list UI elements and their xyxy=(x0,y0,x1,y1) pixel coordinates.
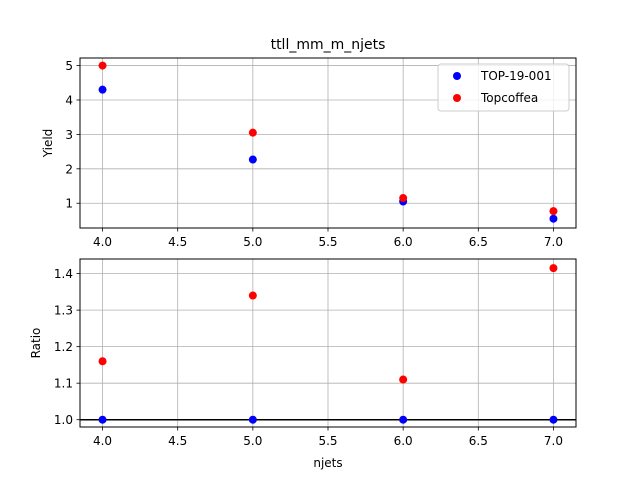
yield-ticks: 4.0 4.5 5.0 5.5 6.0 6.5 7.0 1 2 3 4 5 xyxy=(65,59,563,249)
yield-point-series-1 xyxy=(549,207,558,216)
ratio-x-tick-label: 5.0 xyxy=(243,434,262,448)
yield-y-tick-label: 1 xyxy=(65,197,73,211)
ratio-point-series-0 xyxy=(98,415,107,424)
ratio-y-tick-label: 1.2 xyxy=(54,340,73,354)
yield-point-series-1 xyxy=(98,61,107,70)
legend-marker-top-19-001 xyxy=(453,72,461,80)
ratio-points xyxy=(98,264,558,424)
yield-x-tick-label: 5.5 xyxy=(318,235,337,249)
ratio-point-series-1 xyxy=(549,264,558,273)
yield-y-tick-label: 2 xyxy=(65,162,73,176)
yield-y-tick-label: 5 xyxy=(65,59,73,73)
ratio-panel: 4.0 4.5 5.0 5.5 6.0 6.5 7.0 1.0 1.1 1.2 1.3 1.4 Rat… xyxy=(29,258,577,470)
yield-point-series-0 xyxy=(98,85,107,94)
yield-point-series-0 xyxy=(248,155,257,164)
ratio-y-tick-label: 1.0 xyxy=(54,413,73,427)
chart-title: ttll_mm_m_njets xyxy=(271,37,386,53)
yield-points xyxy=(98,61,558,223)
ratio-x-tick-label: 4.0 xyxy=(93,434,112,448)
yield-point-series-1 xyxy=(399,194,408,203)
legend: TOP-19-001 Topcoffea xyxy=(437,63,570,112)
ratio-y-tick-label: 1.1 xyxy=(54,377,73,391)
yield-y-axis-label: Yield xyxy=(41,129,55,159)
yield-axes-frame xyxy=(79,57,577,229)
ratio-x-tick-label: 4.5 xyxy=(168,434,187,448)
yield-panel: ttll_mm_m_njets 4.0 4.5 5.0 5.5 6.0 6.5 7.0 1 2 3… xyxy=(41,37,577,249)
ratio-x-tick-label: 6.0 xyxy=(394,434,413,448)
ratio-x-tick-label: 5.5 xyxy=(318,434,337,448)
ratio-point-series-1 xyxy=(399,375,408,384)
ratio-x-tick-label: 6.5 xyxy=(469,434,488,448)
ratio-ticks: 4.0 4.5 5.0 5.5 6.0 6.5 7.0 1.0 1.1 1.2 1.3 1.4 xyxy=(54,267,563,448)
legend-label-top-19-001: TOP-19-001 xyxy=(480,69,552,83)
yield-x-tick-label: 7.0 xyxy=(544,235,563,249)
ratio-y-tick-label: 1.4 xyxy=(54,267,73,281)
yield-x-tick-label: 6.5 xyxy=(469,235,488,249)
ratio-point-series-0 xyxy=(549,415,558,424)
yield-y-tick-label: 3 xyxy=(65,128,73,142)
ratio-point-series-1 xyxy=(248,291,257,300)
legend-marker-topcoffea xyxy=(453,94,461,102)
yield-point-series-1 xyxy=(248,128,257,137)
ratio-axes-frame xyxy=(79,258,577,428)
legend-label-topcoffea: Topcoffea xyxy=(480,91,538,105)
yield-x-tick-label: 5.0 xyxy=(243,235,262,249)
yield-x-tick-label: 4.5 xyxy=(168,235,187,249)
ratio-point-series-0 xyxy=(248,415,257,424)
ratio-grid xyxy=(80,259,576,427)
yield-point-series-0 xyxy=(549,214,558,223)
yield-x-tick-label: 6.0 xyxy=(394,235,413,249)
legend-box xyxy=(437,63,570,112)
ratio-x-tick-label: 7.0 xyxy=(544,434,563,448)
ratio-y-axis-label: Ratio xyxy=(29,328,43,359)
yield-y-tick-label: 4 xyxy=(65,93,73,107)
ratio-y-tick-label: 1.3 xyxy=(54,304,73,318)
yield-x-tick-label: 4.0 xyxy=(93,235,112,249)
ratio-point-series-1 xyxy=(98,357,107,366)
x-axis-label: njets xyxy=(313,456,342,470)
ratio-point-series-0 xyxy=(399,415,408,424)
